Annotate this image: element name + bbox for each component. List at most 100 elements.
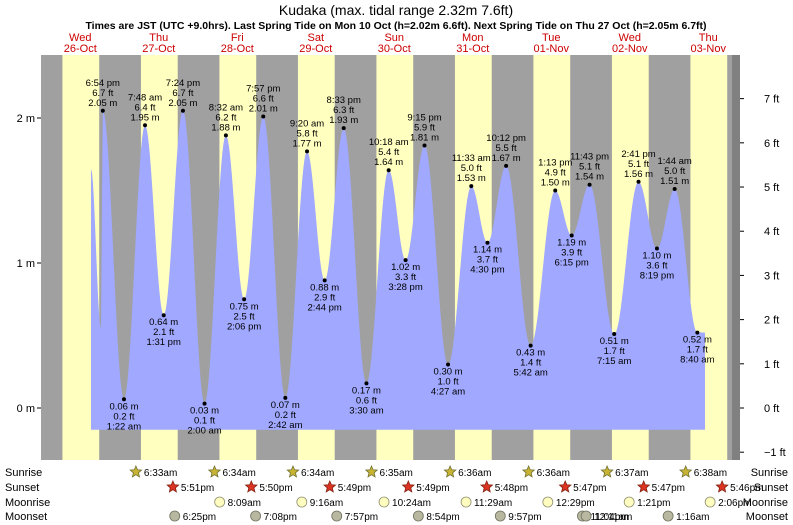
tide-point [636, 179, 641, 184]
day-date-label: 01-Nov [534, 43, 570, 55]
tide-label: 1.14 m [473, 245, 502, 256]
day-date-label: 27-Oct [142, 43, 175, 55]
tide-point [422, 143, 427, 148]
tide-point [202, 401, 207, 406]
moonrise-time: 12:29pm [556, 498, 595, 509]
tide-label: 10:12 pm [486, 133, 526, 144]
tide-label: 6.4 ft [134, 102, 155, 113]
tide-label: 5.1 ft [579, 162, 600, 173]
tide-label: 5.5 ft [496, 143, 517, 154]
moonrise-icon [542, 496, 554, 508]
tide-point [672, 187, 677, 192]
tide-label: 3:28 pm [388, 282, 422, 293]
tide-label: 9:20 am [290, 118, 324, 129]
axes: 0 m 1 m 2 m −1 ft 0 ft 1 ft 2 ft 3 ft 4 ft 5 ft 6 … [17, 94, 786, 460]
sunrise-icon [207, 464, 222, 478]
moonset-icon [494, 510, 506, 522]
tide-label: 0.1 ft [194, 416, 215, 427]
sunset-icon [166, 479, 180, 493]
tide-label: 4:27 am [431, 387, 465, 398]
tide-label: 6.7 ft [92, 88, 113, 99]
sunset-icon [323, 479, 337, 493]
tide-label: 1.19 m [557, 237, 586, 248]
sunrise-icon [443, 464, 457, 478]
tide-point [654, 246, 659, 251]
right-edge-band [732, 55, 740, 460]
y-tick-label-left: 2 m [17, 113, 35, 125]
day-date-label: 02-Nov [612, 43, 648, 55]
tide-label: 1.81 m [410, 133, 439, 144]
tide-point [305, 149, 310, 154]
sunset-time: 5:49pm [338, 483, 371, 494]
y-tick-label-left: 0 m [17, 403, 35, 415]
tide-label: 5.9 ft [414, 123, 435, 134]
y-tick-label-right: 6 ft [764, 138, 779, 150]
tide-label: 2:44 pm [308, 302, 342, 313]
tide-label: 0.2 ft [275, 410, 296, 421]
y-tick-label-right: 4 ft [764, 226, 779, 238]
tide-label: 6:54 pm [86, 78, 120, 89]
sunset-icon [401, 479, 416, 493]
tide-label: 5.0 ft [461, 163, 482, 174]
tide-label: 1.67 m [492, 153, 521, 164]
tide-label: 1.0 ft [437, 377, 458, 388]
day-dow-label: Wed [69, 32, 91, 44]
sunset-icon [715, 479, 729, 493]
tide-point [283, 395, 288, 400]
y-tick-label-right: −1 ft [764, 447, 786, 459]
sunrise-row-label-right: Sunrise [751, 467, 788, 479]
tide-label: 9:15 pm [407, 113, 441, 124]
tide-label: 0.75 m [230, 301, 259, 312]
moonset-time: 6:25pm [183, 512, 216, 523]
tide-label: 1.10 m [642, 251, 671, 262]
tide-label: 1.4 ft [520, 358, 541, 369]
y-tick-label-right: 2 ft [764, 315, 779, 327]
moonrise-row-label-left: Moonrise [5, 497, 50, 509]
sunrise-time: 6:36am [537, 468, 570, 479]
tide-label: 1.51 m [660, 176, 689, 187]
sunrise-time: 6:33am [144, 468, 177, 479]
tide-point [223, 133, 228, 138]
moonset-icon [580, 510, 592, 522]
tide-label: 1.56 m [624, 169, 653, 180]
moonset-icon [412, 510, 424, 522]
tide-label: 4.9 ft [545, 168, 566, 179]
tide-label: 2.05 m [88, 98, 117, 109]
sunset-icon [558, 479, 572, 493]
y-tick-label-right: 7 ft [764, 94, 779, 106]
sunrise-row-label-left: Sunrise [5, 467, 42, 479]
tide-label: 6.2 ft [215, 112, 236, 123]
tide-point [386, 168, 391, 173]
moonrise-time: 11:29am [474, 498, 512, 509]
tide-point [504, 163, 509, 168]
tide-point [161, 313, 166, 318]
sunrise-icon [286, 464, 300, 478]
tide-label: 1.54 m [575, 172, 604, 183]
tide-label: 0.17 m [352, 385, 381, 396]
tide-label: 2.1 ft [153, 327, 174, 338]
moonset-time: 12:11am [594, 512, 632, 523]
tide-label: 3.7 ft [477, 255, 498, 266]
chart-title: Kudaka (max. tidal range 2.32m 7.6ft) [279, 2, 513, 18]
tide-label: 4:30 pm [470, 265, 504, 276]
tide-label: 0.88 m [310, 282, 339, 293]
tide-point [322, 278, 327, 283]
sunset-time: 5:51pm [181, 483, 214, 494]
chart-subtitle: Times are JST (UTC +9.0hrs). Last Spring… [85, 20, 706, 32]
tide-label: 0.30 m [434, 367, 463, 378]
tide-label: 6.3 ft [333, 105, 354, 116]
tide-label: 5.8 ft [296, 128, 317, 139]
tide-label: 10:18 am [369, 137, 409, 148]
moonset-icon [662, 510, 674, 522]
tide-point [121, 397, 126, 402]
tide-label: 1.7 ft [687, 345, 708, 356]
tide-label: 6:15 pm [555, 257, 589, 268]
day-dow-label: Thu [149, 32, 168, 44]
moonrise-icon [296, 496, 308, 508]
y-tick-label-right: 3 ft [764, 270, 779, 282]
tide-label: 1:22 am [107, 421, 141, 432]
tide-label: 3.6 ft [646, 261, 667, 272]
y-tick-label-left: 1 m [17, 258, 35, 270]
tide-label: 11:33 am [452, 153, 491, 164]
